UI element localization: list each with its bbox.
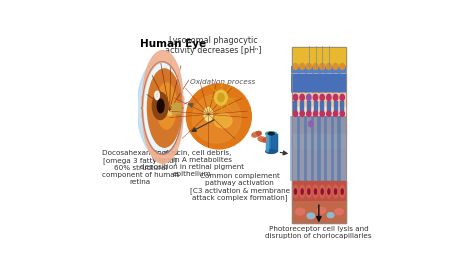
Ellipse shape bbox=[327, 111, 331, 116]
Ellipse shape bbox=[333, 63, 338, 69]
Text: Photoreceptor cell lysis and
disruption of choriocapillaries: Photoreceptor cell lysis and disruption … bbox=[265, 226, 372, 239]
Bar bbox=[292, 107, 346, 116]
Ellipse shape bbox=[340, 111, 345, 116]
Ellipse shape bbox=[333, 111, 337, 116]
Ellipse shape bbox=[192, 94, 241, 143]
Text: Lysosomal phagocytic
activity decreases [pHⁿ]: Lysosomal phagocytic activity decreases … bbox=[165, 36, 262, 55]
Ellipse shape bbox=[306, 63, 311, 69]
Bar bbox=[266, 134, 277, 152]
Ellipse shape bbox=[309, 121, 313, 127]
Ellipse shape bbox=[215, 90, 227, 105]
Ellipse shape bbox=[259, 137, 267, 142]
Ellipse shape bbox=[335, 208, 343, 215]
Ellipse shape bbox=[147, 69, 181, 147]
Ellipse shape bbox=[263, 138, 267, 142]
Text: Human Eye: Human Eye bbox=[140, 39, 206, 49]
Ellipse shape bbox=[155, 91, 159, 100]
Ellipse shape bbox=[296, 208, 305, 215]
Ellipse shape bbox=[335, 189, 337, 194]
Ellipse shape bbox=[268, 132, 274, 135]
Bar bbox=[292, 47, 346, 223]
Ellipse shape bbox=[315, 189, 317, 194]
Ellipse shape bbox=[307, 94, 311, 101]
Bar bbox=[172, 103, 181, 113]
Bar bbox=[292, 202, 346, 205]
Ellipse shape bbox=[157, 99, 164, 113]
Ellipse shape bbox=[313, 94, 318, 101]
Ellipse shape bbox=[294, 189, 296, 194]
Ellipse shape bbox=[166, 105, 173, 115]
Ellipse shape bbox=[341, 189, 343, 194]
Text: Oxidation process: Oxidation process bbox=[190, 79, 255, 85]
Ellipse shape bbox=[204, 107, 212, 121]
Ellipse shape bbox=[327, 213, 334, 218]
Ellipse shape bbox=[293, 94, 298, 101]
Ellipse shape bbox=[301, 189, 303, 194]
Ellipse shape bbox=[300, 94, 304, 101]
Bar bbox=[292, 47, 346, 223]
Ellipse shape bbox=[307, 111, 311, 116]
Bar bbox=[292, 116, 346, 134]
Ellipse shape bbox=[142, 62, 182, 154]
Ellipse shape bbox=[328, 189, 330, 194]
Ellipse shape bbox=[340, 63, 345, 69]
Bar bbox=[266, 134, 268, 152]
Text: Docosahexanoic acid
[omega 3 fatty acid]
60% structural
component of human
retin: Docosahexanoic acid [omega 3 fatty acid]… bbox=[102, 150, 179, 185]
Ellipse shape bbox=[313, 63, 318, 69]
Ellipse shape bbox=[218, 93, 224, 102]
Ellipse shape bbox=[313, 111, 318, 116]
Ellipse shape bbox=[327, 185, 331, 198]
Bar bbox=[292, 47, 346, 67]
Ellipse shape bbox=[252, 133, 256, 137]
Ellipse shape bbox=[300, 111, 304, 116]
Ellipse shape bbox=[308, 189, 310, 194]
Ellipse shape bbox=[266, 132, 277, 135]
Ellipse shape bbox=[327, 63, 331, 69]
Ellipse shape bbox=[214, 113, 232, 128]
Ellipse shape bbox=[156, 83, 176, 129]
Ellipse shape bbox=[307, 213, 315, 219]
Ellipse shape bbox=[306, 185, 311, 198]
Ellipse shape bbox=[266, 150, 277, 153]
Text: Lipofuscin, cell debris,
Vitamin A metabolites
deposition in retinal pigment
epi: Lipofuscin, cell debris, Vitamin A metab… bbox=[139, 150, 244, 177]
Text: Common complement
pathway activation
[C3 activation & membrane
attack complex fo: Common complement pathway activation [C3… bbox=[190, 173, 290, 202]
Ellipse shape bbox=[320, 94, 324, 101]
Ellipse shape bbox=[340, 185, 345, 198]
Ellipse shape bbox=[333, 94, 337, 101]
Ellipse shape bbox=[293, 111, 298, 116]
Ellipse shape bbox=[313, 185, 318, 198]
Bar bbox=[292, 88, 346, 107]
Ellipse shape bbox=[321, 189, 323, 194]
Ellipse shape bbox=[319, 63, 325, 69]
Ellipse shape bbox=[300, 63, 305, 69]
Ellipse shape bbox=[340, 94, 345, 101]
Ellipse shape bbox=[317, 208, 326, 214]
Ellipse shape bbox=[320, 111, 324, 116]
Ellipse shape bbox=[319, 185, 325, 198]
Ellipse shape bbox=[258, 137, 263, 141]
Bar bbox=[292, 202, 346, 223]
Ellipse shape bbox=[293, 63, 298, 69]
Ellipse shape bbox=[300, 185, 305, 198]
Ellipse shape bbox=[152, 92, 168, 120]
Ellipse shape bbox=[327, 94, 331, 101]
Ellipse shape bbox=[293, 185, 298, 198]
Bar bbox=[292, 181, 346, 202]
Polygon shape bbox=[137, 58, 159, 157]
Ellipse shape bbox=[186, 84, 251, 149]
Ellipse shape bbox=[253, 132, 260, 137]
Ellipse shape bbox=[256, 131, 261, 135]
Bar bbox=[292, 67, 346, 88]
Bar bbox=[271, 134, 277, 152]
Bar bbox=[292, 134, 346, 148]
Ellipse shape bbox=[333, 185, 338, 198]
